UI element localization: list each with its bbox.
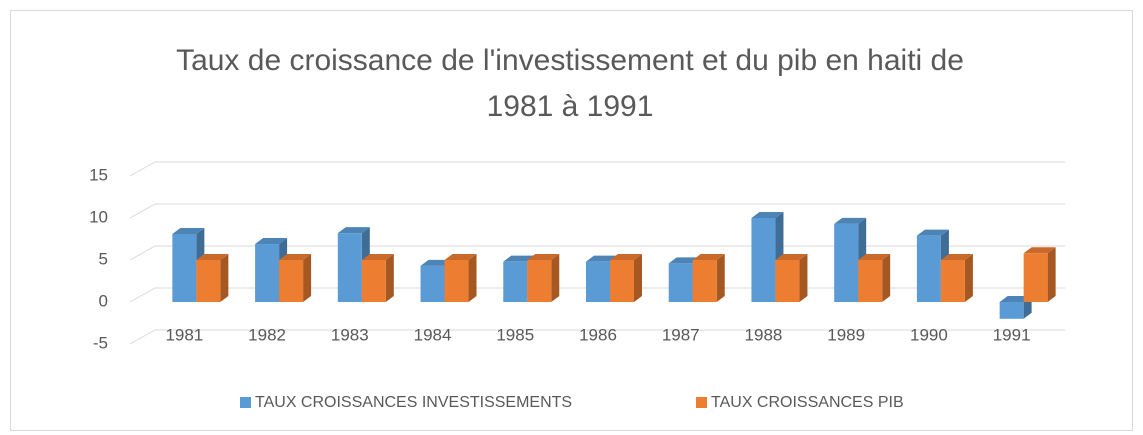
bar-side (220, 254, 229, 302)
bar-top (692, 254, 725, 260)
bar-top (940, 254, 973, 260)
x-tick-label: 1987 (662, 325, 700, 344)
bar-top (1023, 247, 1056, 254)
grid-line (129, 161, 1065, 177)
bar-side (1047, 247, 1056, 302)
x-tick-label: 1981 (165, 325, 203, 344)
bar (692, 260, 717, 302)
bar-side (468, 254, 477, 302)
bar-top (337, 227, 370, 234)
bar (858, 260, 883, 302)
bar (610, 260, 634, 302)
bar-side (634, 254, 642, 302)
x-tick-label: 1988 (745, 325, 783, 344)
bar-top (610, 254, 642, 260)
y-tick-label: 10 (89, 207, 108, 226)
legend-label: TAUX CROISSANCES INVESTISSEMENTS (255, 394, 572, 411)
bar (503, 261, 528, 302)
legend-label: TAUX CROISSANCES PIB (711, 394, 904, 411)
chart-border (10, 10, 1133, 431)
bar (940, 260, 965, 302)
bar-top (775, 254, 808, 260)
bar-top (916, 229, 949, 236)
bar (834, 223, 859, 302)
bar (999, 302, 1024, 319)
bar-side (964, 254, 973, 302)
x-tick-label: 1991 (993, 325, 1031, 344)
bar (279, 260, 304, 302)
bar (527, 260, 552, 302)
y-tick-label: 5 (99, 249, 108, 268)
bar (172, 233, 197, 302)
bar-side (882, 254, 891, 302)
bar (751, 218, 776, 302)
chart-title: Taux de croissance de l'investissement e… (176, 44, 964, 123)
bar (1023, 253, 1048, 302)
x-tick-label: 1990 (910, 325, 948, 344)
bar-top (444, 254, 477, 260)
bar-top (196, 254, 229, 260)
bar-top (858, 254, 891, 260)
bar (668, 263, 693, 302)
grid-line (129, 329, 1065, 345)
x-tick-label: 1982 (248, 325, 286, 344)
y-tick-label: 0 (99, 291, 108, 310)
bar-side (303, 254, 312, 302)
bar-top (751, 212, 784, 218)
bar-side (385, 254, 394, 302)
bar-side (716, 254, 725, 302)
x-tick-label: 1985 (496, 325, 534, 344)
y-tick-label: 15 (89, 165, 108, 184)
bar (337, 233, 362, 302)
legend-swatch (696, 397, 707, 408)
bar (775, 260, 800, 302)
bar-top (834, 217, 867, 224)
y-tick-label: -5 (93, 333, 108, 352)
bar-top (361, 254, 394, 260)
x-tick-label: 1986 (579, 325, 617, 344)
bar (361, 260, 386, 302)
bar-top (172, 227, 205, 234)
x-tick-label: 1989 (827, 325, 865, 344)
bar (586, 261, 610, 302)
bar (444, 260, 469, 302)
bar (255, 244, 280, 302)
bar (196, 260, 221, 302)
bar-top (527, 254, 560, 260)
bar (916, 235, 941, 302)
bar (420, 265, 445, 302)
x-tick-label: 1984 (414, 325, 452, 344)
bar-side (551, 254, 560, 302)
bar-side (799, 254, 808, 302)
grid-line (129, 203, 1065, 219)
legend-swatch (240, 397, 251, 408)
x-tick-label: 1983 (331, 325, 369, 344)
bar-top (255, 238, 288, 245)
bar-top (279, 254, 312, 260)
